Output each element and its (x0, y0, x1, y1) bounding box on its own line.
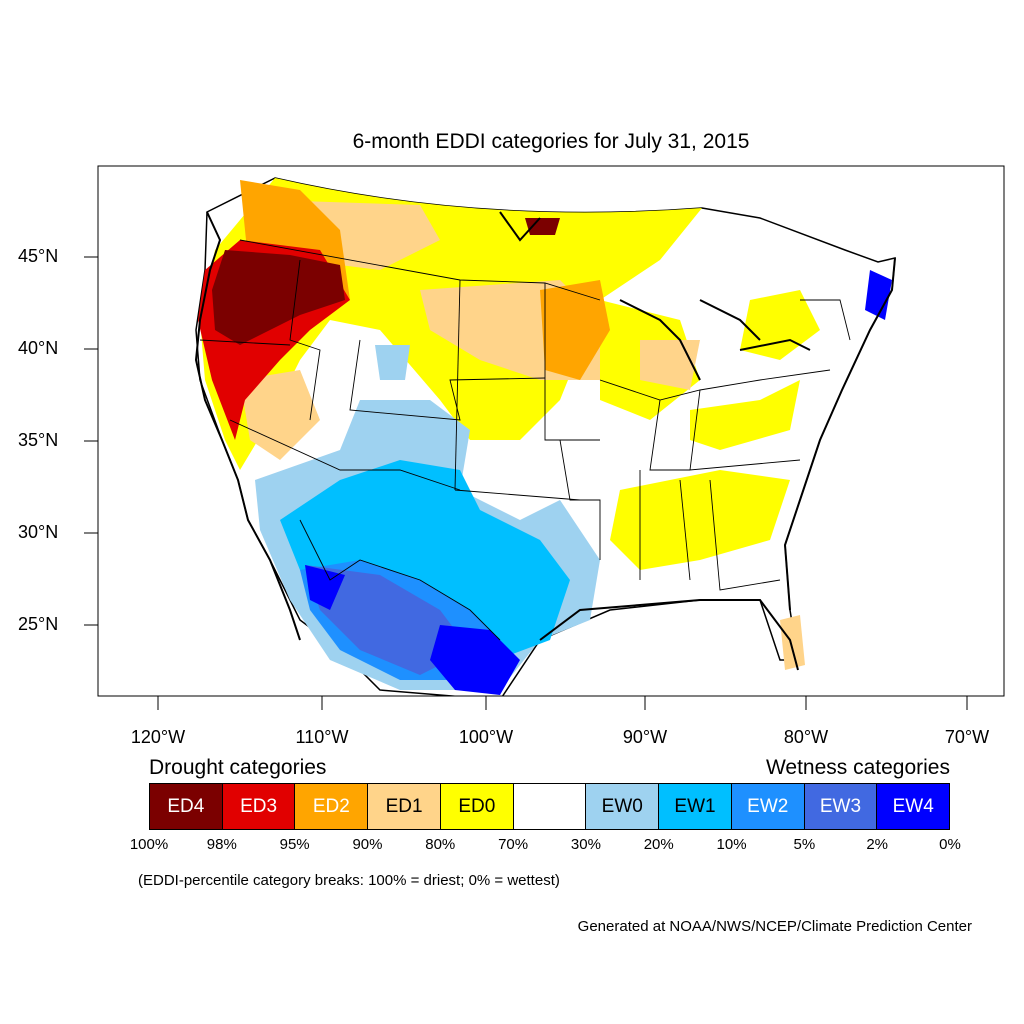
lon-label-110: 110°W (295, 727, 349, 747)
lat-label-45: 45°N (18, 246, 59, 266)
legend-cell-ew0: EW0 (586, 784, 660, 829)
break-label: 5% (793, 836, 816, 853)
legend-cell-ew3: EW3 (804, 784, 878, 829)
break-label: 98% (206, 836, 237, 853)
region-ed4-superior (525, 218, 560, 235)
break-label: 0% (939, 836, 961, 853)
region-ed1-east (640, 340, 700, 390)
break-label: 10% (716, 836, 747, 853)
lon-label-70: 70°W (944, 727, 990, 747)
state-boundaries (199, 239, 851, 641)
map-title: 6-month EDDI categories for July 31, 201… (352, 130, 750, 153)
break-label: 95% (279, 836, 310, 853)
legend-cell-ed4: ED4 (150, 784, 223, 829)
region-ed0-appalachia (690, 380, 800, 450)
legend-cell-ed0: ED0 (440, 784, 514, 829)
region-ew4-texas (430, 625, 520, 695)
lon-label-90: 90°W (622, 727, 668, 747)
legend-cell-ew2: EW2 (731, 784, 805, 829)
break-label: 2% (866, 836, 889, 853)
region-ed0-southeast (610, 470, 790, 570)
coastlines (194, 211, 896, 671)
break-label: 70% (498, 836, 529, 853)
legend-cell-ed3: ED3 (222, 784, 296, 829)
lat-label-25: 25°N (18, 614, 59, 634)
lat-tick-marks (84, 256, 98, 626)
region-ew3-mexico (305, 565, 470, 675)
region-ew0-wyoming (375, 345, 410, 380)
region-ed2-minnesota (540, 280, 610, 380)
legend-cell-ew1: EW1 (659, 784, 732, 829)
lat-label-35: 35°N (18, 430, 59, 450)
drought-heading: Drought categories (149, 756, 327, 779)
legend-note: (EDDI-percentile category breaks: 100% =… (138, 872, 560, 889)
break-label: 100% (129, 836, 169, 853)
category-legend: ED4 ED3 ED2 ED1 ED0 EW0 EW1 EW2 EW3 EW4 (149, 783, 950, 830)
legend-cell-ew4: EW4 (877, 784, 950, 829)
lon-label-120: 120°W (130, 727, 186, 747)
break-label: 80% (425, 836, 456, 853)
lon-label-80: 80°W (783, 727, 829, 747)
credit-line: Generated at NOAA/NWS/NCEP/Climate Predi… (577, 918, 972, 935)
legend-cell-neutral (513, 784, 587, 829)
break-label: 30% (570, 836, 601, 853)
region-ed1-nevada (240, 370, 320, 460)
lon-tick-marks (157, 696, 968, 710)
lat-label-40: 40°N (18, 338, 59, 358)
lat-label-30: 30°N (18, 522, 59, 542)
break-label: 90% (352, 836, 383, 853)
lon-label-100: 100°W (458, 727, 514, 747)
region-ed0-northeast (740, 290, 820, 360)
region-ed4-northwest (212, 250, 345, 345)
map-frame (97, 165, 1005, 697)
legend-cell-ed2: ED2 (295, 784, 369, 829)
break-label: 20% (643, 836, 674, 853)
wetness-heading: Wetness categories (765, 756, 950, 779)
region-ew4-maine (865, 270, 892, 320)
legend-cell-ed1: ED1 (368, 784, 441, 829)
region-ew1-florida (780, 615, 805, 670)
